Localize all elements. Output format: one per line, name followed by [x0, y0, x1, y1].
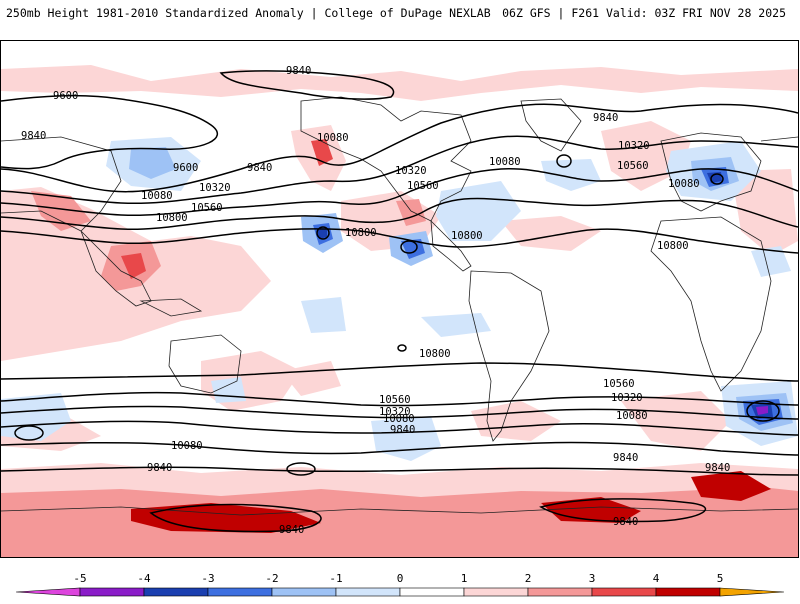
contour-label: 9840: [279, 524, 304, 536]
colorbar-tick: -1: [329, 572, 342, 585]
colorbar-tick: 0: [397, 572, 404, 585]
contour-label: 10080: [317, 132, 349, 144]
contour-label: 10560: [617, 160, 649, 172]
contour-label: 10320: [618, 140, 650, 152]
colorbar-segment: [335, 587, 401, 597]
colorbar-tick: 3: [589, 572, 596, 585]
contour-label: 10800: [345, 227, 377, 239]
contour-label: 9600: [53, 90, 78, 102]
contour-label: 10080: [668, 178, 700, 190]
colorbar-tick: 1: [461, 572, 468, 585]
contour-label: 10320: [395, 165, 427, 177]
model-run-info: 06Z GFS | F261 Valid: 03Z FRI NOV 28 202…: [502, 6, 786, 20]
contour-label: 9840: [147, 462, 172, 474]
colorbar-segment: [15, 587, 81, 597]
contour-label: 9840: [247, 162, 272, 174]
colorbar-tick: -3: [201, 572, 214, 585]
contour-label: 10800: [657, 240, 689, 252]
colorbar-segment: [463, 587, 529, 597]
contour-label: 10800: [156, 212, 188, 224]
anomaly-colorbar: -5 -4 -3 -2 -1 0 1 2 3 4 5: [0, 568, 800, 600]
contour-label: 10800: [419, 348, 451, 360]
contour-label: 9840: [593, 112, 618, 124]
contour-label: 10080: [141, 190, 173, 202]
colorbar-tick: -2: [265, 572, 278, 585]
colorbar-tick: -5: [73, 572, 86, 585]
contour-label: 10320: [611, 392, 643, 404]
contour-label: 9840: [286, 65, 311, 77]
contour-label: 9840: [613, 516, 638, 528]
contour-label: 10320: [379, 406, 411, 418]
map-title: 250mb Height 1981-2010 Standardized Anom…: [6, 6, 491, 20]
colorbar-segments: [15, 587, 785, 597]
contour-label: 10560: [407, 180, 439, 192]
contour-label: 10560: [191, 202, 223, 214]
contour-label: 9840: [390, 424, 415, 436]
colorbar-segment: [207, 587, 273, 597]
contour-label: 10080: [383, 413, 415, 425]
contour-label: 10080: [171, 440, 203, 452]
contour-label: 10560: [379, 394, 411, 406]
colorbar-segment: [655, 587, 721, 597]
negative-anomaly-shading: [1, 137, 798, 461]
height-contours: [1, 70, 798, 533]
contour-label: 9600: [173, 162, 198, 174]
contour-label: 10080: [616, 410, 648, 422]
contour-label: 10800: [451, 230, 483, 242]
colorbar-segment: [399, 587, 465, 597]
coastlines: [1, 96, 798, 516]
colorbar-tick-labels: -5 -4 -3 -2 -1 0 1 2 3 4 5: [73, 572, 723, 585]
colorbar-segment: [591, 587, 657, 597]
colorbar-tick: 4: [653, 572, 660, 585]
contour-label: 10560: [603, 378, 635, 390]
contour-label: 10080: [489, 156, 521, 168]
map-panel: 9600 9840 9840 9600 10080 10320 10560 10…: [0, 40, 799, 558]
anomaly-map: 9600 9840 9840 9600 10080 10320 10560 10…: [1, 65, 798, 557]
contour-label: 10320: [199, 182, 231, 194]
contour-label: 9840: [613, 452, 638, 464]
colorbar-segment: [719, 587, 785, 597]
colorbar-tick: 2: [525, 572, 532, 585]
colorbar-segment: [79, 587, 145, 597]
colorbar-segment: [527, 587, 593, 597]
positive-anomaly-shading: [1, 65, 798, 557]
colorbar-tick: -4: [137, 572, 151, 585]
colorbar-tick: 5: [717, 572, 724, 585]
contour-label: 9840: [705, 462, 730, 474]
colorbar-segment: [271, 587, 337, 597]
colorbar-svg: -5 -4 -3 -2 -1 0 1 2 3 4 5: [15, 572, 785, 597]
contour-labels: 9600 9840 9840 9600 10080 10320 10560 10…: [21, 65, 730, 536]
colorbar-segment: [143, 587, 209, 597]
contour-label: 9840: [21, 130, 46, 142]
